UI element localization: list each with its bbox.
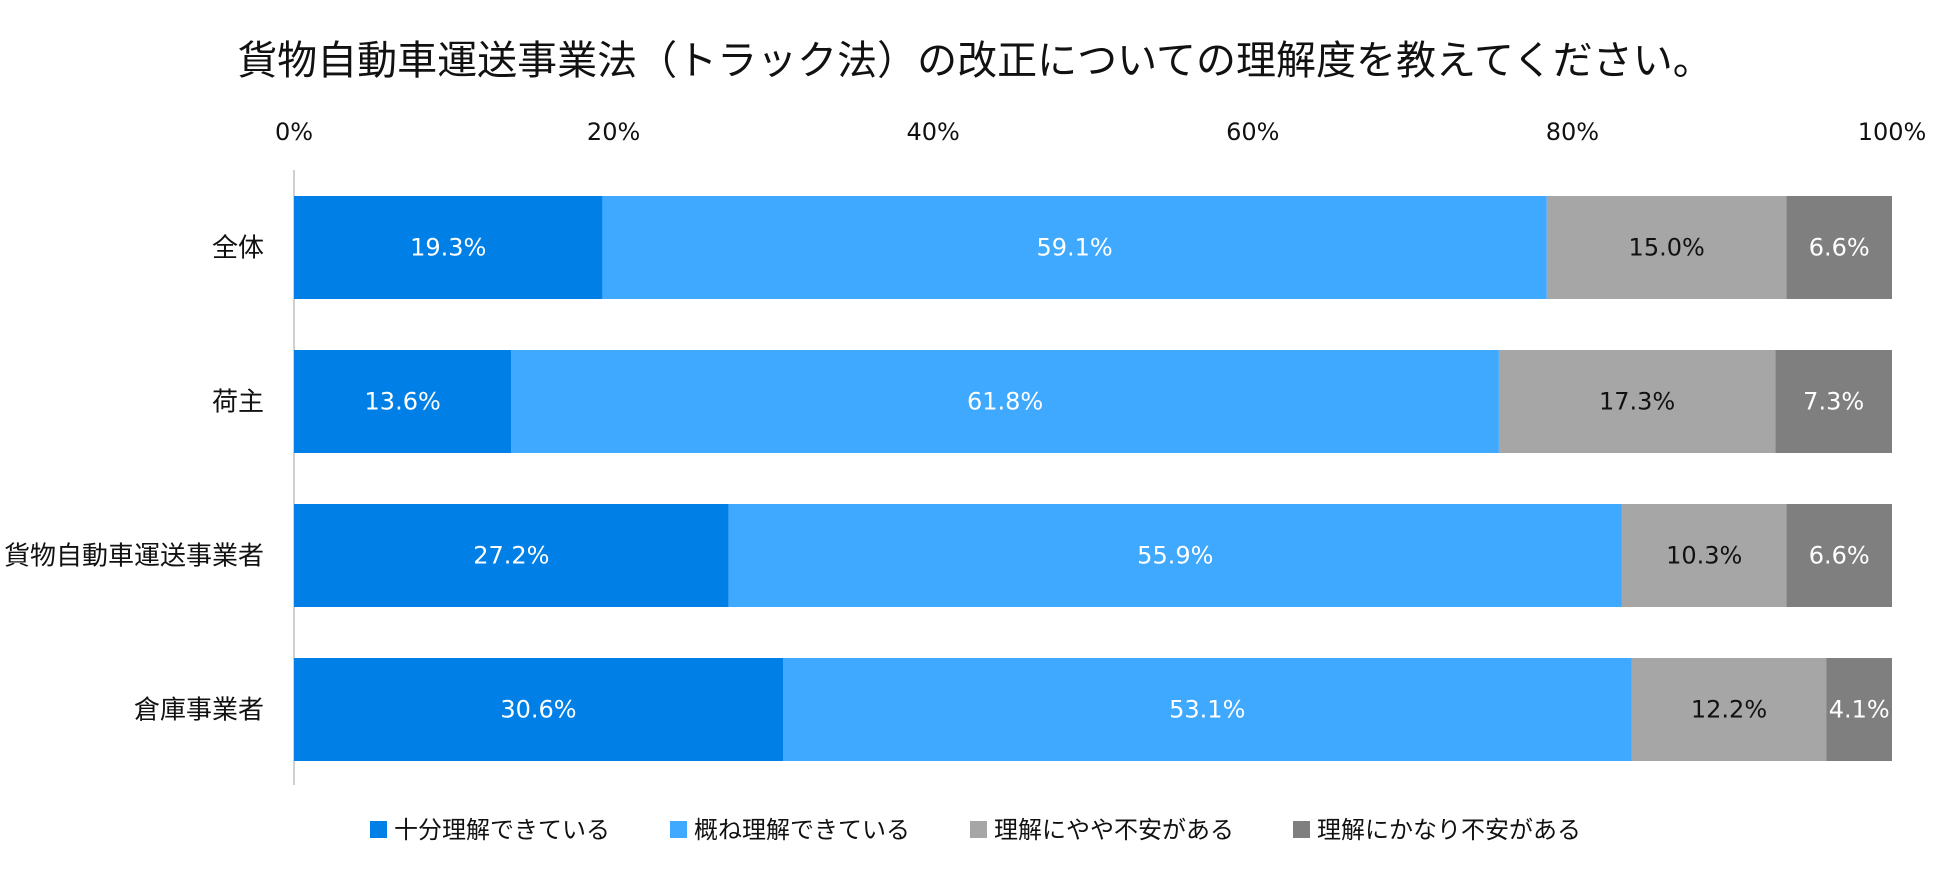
bar-segment	[1631, 658, 1827, 761]
data-label: 27.2%	[473, 542, 549, 570]
x-tick-label: 80%	[1546, 118, 1599, 146]
bar-segment	[294, 504, 729, 607]
legend-swatch	[1293, 821, 1310, 838]
data-label: 53.1%	[1169, 696, 1245, 724]
category-label: 全体	[212, 234, 264, 264]
bar-segment	[728, 504, 1622, 607]
x-axis-ticks: 0% 20% 40% 60% 80% 100%	[275, 118, 1926, 146]
bar-segment	[1546, 196, 1787, 299]
legend-label: 理解にやや不安がある	[994, 816, 1234, 844]
x-tick-label: 100%	[1858, 118, 1927, 146]
legend-label: 理解にかなり不安がある	[1317, 816, 1581, 844]
bar-segment	[1498, 350, 1776, 453]
bar-segment	[294, 350, 512, 453]
bar-segment	[1621, 504, 1787, 607]
data-label: 19.3%	[410, 234, 486, 262]
data-label: 17.3%	[1599, 388, 1675, 416]
data-label: 13.6%	[365, 388, 441, 416]
bar-segment	[511, 350, 1499, 453]
x-tick-label: 40%	[907, 118, 960, 146]
bar-segment	[1786, 196, 1892, 299]
legend-label: 十分理解できている	[394, 816, 610, 844]
data-label: 15.0%	[1629, 234, 1705, 262]
data-label: 10.3%	[1666, 542, 1742, 570]
category-label: 貨物自動車運送事業者	[4, 542, 264, 572]
data-label: 61.8%	[967, 388, 1043, 416]
legend-swatch	[370, 821, 387, 838]
data-label: 30.6%	[500, 696, 576, 724]
legend-label: 概ね理解できている	[694, 816, 910, 844]
legend-swatch	[670, 821, 687, 838]
bar-segment	[1775, 350, 1892, 453]
bar-segment	[1826, 658, 1892, 761]
data-label: 55.9%	[1137, 542, 1213, 570]
bar-segment	[1786, 504, 1892, 607]
data-label: 12.2%	[1691, 696, 1767, 724]
legend: 十分理解できている 概ね理解できている 理解にやや不安がある 理解にかなり不安がある	[370, 816, 1581, 844]
x-tick-label: 0%	[275, 118, 313, 146]
data-label: 4.1%	[1829, 696, 1890, 724]
bar-segment	[294, 196, 603, 299]
legend-swatch	[970, 821, 987, 838]
bar-segment	[782, 658, 1632, 761]
data-label: 7.3%	[1803, 388, 1864, 416]
value-labels: 19.3% 59.1% 15.0% 6.6% 13.6% 61.8% 17.3% 7.3% 27…	[365, 234, 1890, 724]
x-tick-label: 60%	[1226, 118, 1279, 146]
x-tick-label: 20%	[587, 118, 640, 146]
data-label: 6.6%	[1809, 542, 1870, 570]
data-label: 6.6%	[1809, 234, 1870, 262]
category-label: 倉庫事業者	[134, 696, 264, 726]
bar-segment	[602, 196, 1547, 299]
data-label: 59.1%	[1036, 234, 1112, 262]
chart-title: 貨物自動車運送事業法（トラック法）の改正についての理解度を教えてください。	[237, 38, 1713, 84]
bar-segments	[294, 196, 1892, 761]
category-label: 荷主	[212, 388, 264, 418]
bar-segment	[294, 658, 783, 761]
